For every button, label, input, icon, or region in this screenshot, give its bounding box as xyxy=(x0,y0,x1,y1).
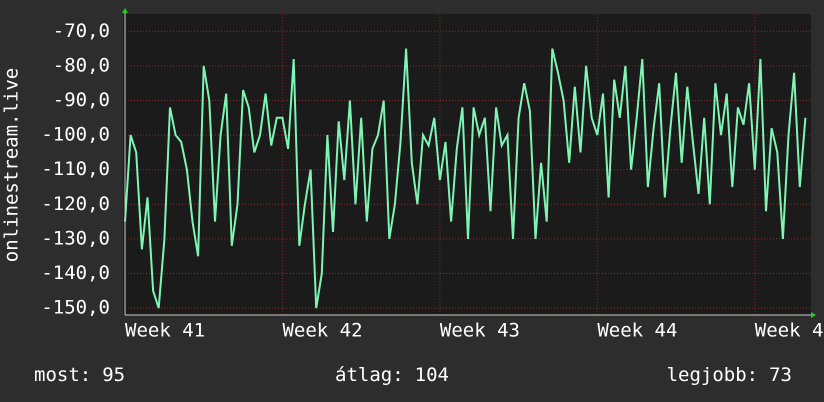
stat-label: legjobb: xyxy=(667,364,759,386)
stat-value: 95 xyxy=(102,364,125,386)
y-tick-label: -70,0 xyxy=(53,20,110,42)
x-tick-label: Week 43 xyxy=(440,320,520,342)
stat-label: átlag: xyxy=(335,364,404,386)
footer-stat: most: 95 xyxy=(34,364,125,386)
x-tick-label: Week 44 xyxy=(597,320,677,342)
y-tick-label: -100,0 xyxy=(41,124,110,146)
y-tick-label: -130,0 xyxy=(41,227,110,249)
footer-stat: átlag: 104 xyxy=(335,364,449,386)
data-line xyxy=(124,48,807,309)
y-axis-label: onlinestream.live xyxy=(1,68,23,262)
stat-label: most: xyxy=(34,364,91,386)
x-tick-label: Week 41 xyxy=(125,320,205,342)
y-tick-label: -140,0 xyxy=(41,262,110,284)
y-tick-label: -120,0 xyxy=(41,193,110,215)
y-tick-label: -110,0 xyxy=(41,158,110,180)
x-arrow xyxy=(811,312,816,318)
y-tick-label: -90,0 xyxy=(53,89,110,111)
y-tick-label: -150,0 xyxy=(41,297,110,319)
footer-stat: legjobb: 73 xyxy=(667,364,792,386)
stat-value: 73 xyxy=(769,364,792,386)
x-tick-label: Week 45 xyxy=(755,320,824,342)
x-tick-label: Week 42 xyxy=(282,320,362,342)
stat-value: 104 xyxy=(415,364,449,386)
y-tick-label: -80,0 xyxy=(53,54,110,76)
y-arrow xyxy=(122,8,128,13)
